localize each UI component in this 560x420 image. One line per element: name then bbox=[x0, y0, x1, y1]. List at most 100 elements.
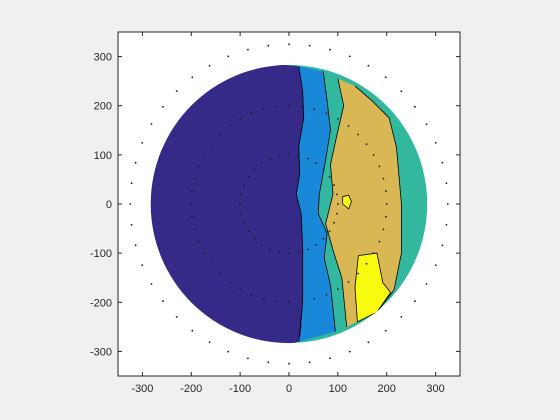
sample-point bbox=[150, 283, 153, 285]
sample-point bbox=[322, 237, 325, 240]
sample-point bbox=[313, 298, 316, 300]
sample-point bbox=[378, 240, 381, 243]
y-tick-label: -200 bbox=[90, 297, 112, 309]
sample-point bbox=[333, 221, 335, 224]
x-tick-label: -100 bbox=[229, 383, 251, 395]
sample-point bbox=[315, 162, 317, 165]
sample-point bbox=[367, 341, 370, 344]
sample-point bbox=[197, 165, 200, 168]
sample-point bbox=[243, 184, 245, 187]
sample-point bbox=[227, 55, 230, 58]
sample-point bbox=[247, 357, 249, 360]
sample-point bbox=[269, 157, 272, 160]
sample-point bbox=[203, 252, 206, 255]
sample-point bbox=[197, 240, 200, 243]
sample-point bbox=[337, 118, 339, 120]
sample-point bbox=[262, 108, 265, 110]
sample-point bbox=[253, 237, 256, 240]
contour-region-level-1 bbox=[296, 66, 336, 342]
sample-point bbox=[247, 175, 250, 178]
sample-point bbox=[261, 162, 263, 165]
sample-point bbox=[385, 190, 387, 193]
sample-point bbox=[175, 316, 178, 318]
sample-point bbox=[228, 281, 231, 283]
sample-point bbox=[288, 154, 290, 156]
sample-point bbox=[191, 215, 194, 218]
sample-point bbox=[278, 251, 281, 254]
sample-point bbox=[445, 223, 448, 226]
sample-point bbox=[347, 125, 350, 127]
sample-point bbox=[162, 300, 164, 303]
sample-point bbox=[130, 182, 133, 185]
sample-point bbox=[400, 90, 403, 92]
x-tick-label: 300 bbox=[426, 383, 444, 395]
contour-line bbox=[342, 194, 352, 210]
y-tick-label: 100 bbox=[94, 150, 112, 162]
y-tick-label: 300 bbox=[94, 52, 112, 64]
sample-point bbox=[228, 125, 231, 127]
x-tick-label: -300 bbox=[131, 383, 153, 395]
contour-line bbox=[317, 71, 336, 332]
sample-point bbox=[425, 283, 428, 285]
sample-point bbox=[367, 64, 370, 67]
sample-point bbox=[384, 329, 387, 332]
sample-point bbox=[385, 215, 387, 218]
sample-point bbox=[247, 230, 250, 233]
x-tick-label: 0 bbox=[286, 383, 292, 395]
sample-point bbox=[425, 123, 428, 125]
contour-lines bbox=[295, 66, 402, 342]
y-tick-label: -100 bbox=[90, 248, 112, 260]
sample-point bbox=[193, 228, 196, 231]
sample-point bbox=[253, 168, 256, 171]
sample-point bbox=[441, 161, 444, 164]
sample-point bbox=[382, 228, 385, 231]
x-tick-label: 200 bbox=[378, 383, 396, 395]
contour-line bbox=[325, 78, 348, 327]
sample-point bbox=[191, 329, 194, 332]
sample-point bbox=[190, 203, 193, 205]
x-axis-ticks: -300 -200 -100 0 100 200 300 bbox=[131, 32, 445, 395]
sample-point bbox=[357, 133, 359, 136]
sample-point bbox=[219, 133, 221, 136]
sample-point bbox=[414, 105, 416, 108]
sample-point bbox=[267, 44, 270, 47]
sample-point bbox=[325, 293, 328, 296]
sample-point bbox=[288, 43, 290, 46]
sample-point bbox=[141, 142, 144, 144]
sample-point bbox=[306, 248, 309, 251]
sample-point bbox=[313, 108, 316, 110]
y-tick-label: 0 bbox=[106, 199, 112, 211]
sample-point bbox=[193, 177, 196, 180]
sample-point bbox=[227, 350, 230, 353]
sample-point bbox=[336, 193, 338, 196]
sample-point bbox=[297, 154, 300, 157]
sample-point bbox=[261, 244, 263, 246]
sample-point bbox=[337, 288, 339, 290]
sample-point bbox=[297, 251, 300, 254]
contour-line bbox=[354, 252, 392, 323]
sample-point bbox=[288, 252, 290, 255]
sample-point bbox=[348, 55, 351, 58]
sample-point bbox=[372, 252, 375, 255]
sample-point bbox=[446, 203, 449, 205]
sample-point bbox=[239, 118, 242, 120]
sample-point bbox=[269, 248, 272, 251]
sample-point bbox=[134, 244, 137, 247]
sample-point bbox=[191, 76, 194, 79]
sample-point bbox=[300, 300, 303, 303]
sample-point bbox=[288, 362, 290, 365]
sample-point bbox=[333, 184, 335, 187]
sample-point bbox=[385, 203, 388, 205]
sample-point bbox=[300, 105, 303, 108]
sample-point bbox=[267, 361, 270, 364]
sample-point bbox=[384, 76, 387, 79]
sample-point bbox=[240, 193, 243, 196]
sample-point bbox=[329, 357, 331, 360]
sample-point bbox=[288, 104, 290, 107]
sample-point bbox=[150, 123, 153, 125]
sample-point bbox=[306, 157, 309, 160]
y-axis-ticks: 300 200 100 0 -100 -200 -300 bbox=[90, 52, 460, 358]
sample-point bbox=[219, 272, 221, 275]
sample-point bbox=[434, 264, 437, 266]
